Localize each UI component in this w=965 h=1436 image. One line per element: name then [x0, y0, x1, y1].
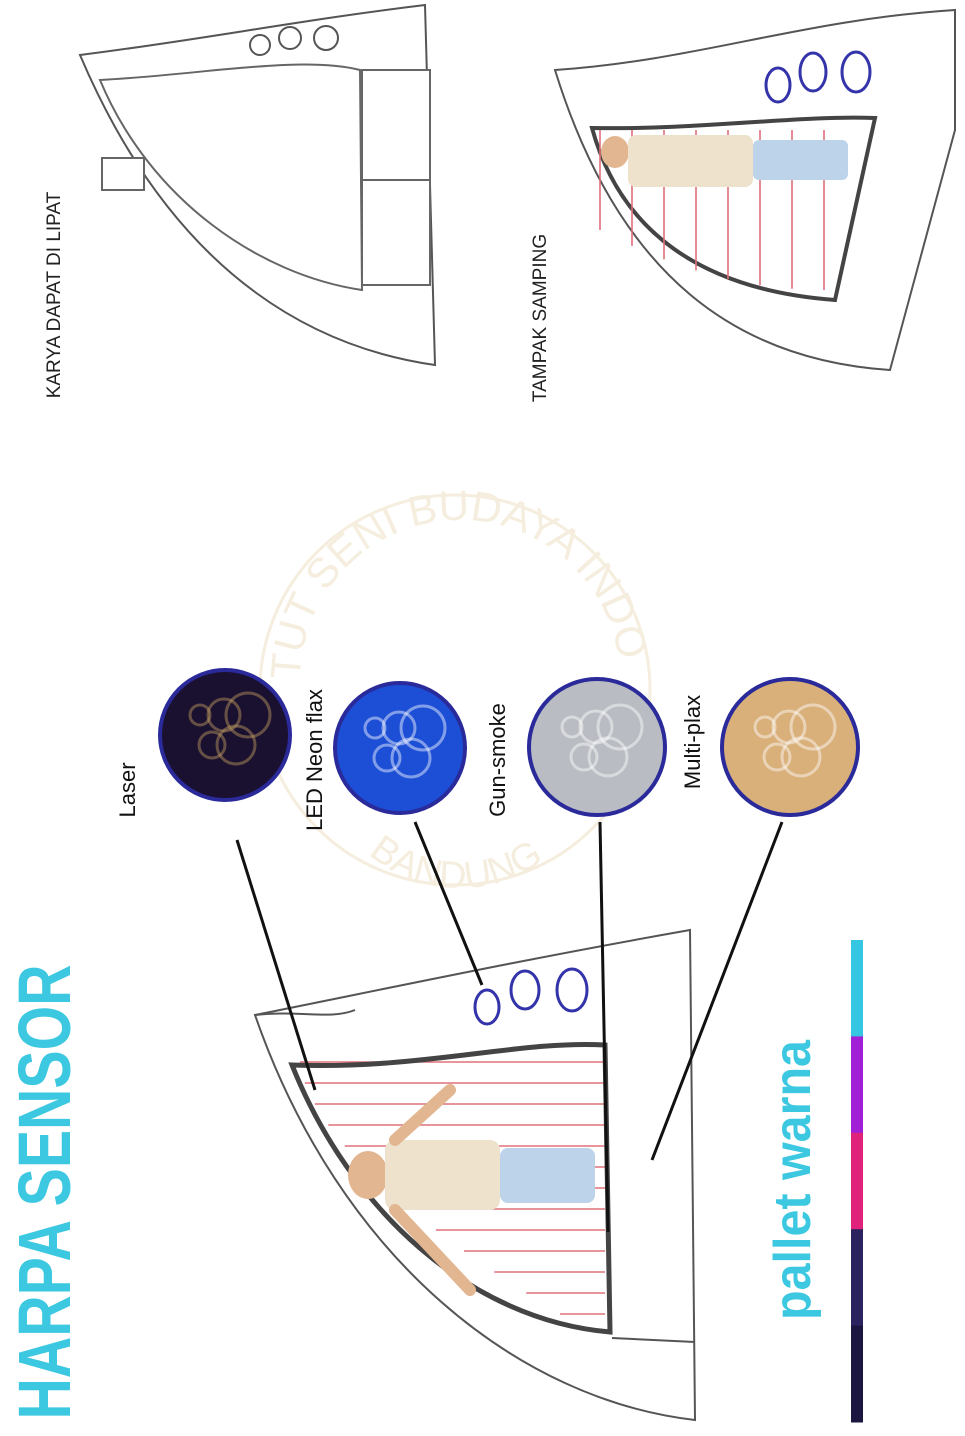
hole	[840, 50, 872, 94]
folded-block	[101, 157, 145, 191]
pointer	[413, 821, 484, 986]
torso	[385, 1140, 500, 1210]
material-image	[527, 677, 667, 817]
material-label: Multi-plax	[680, 695, 705, 789]
torso	[628, 135, 753, 187]
folded-frame	[98, 63, 364, 292]
legs	[500, 1148, 595, 1203]
view-side	[553, 8, 956, 372]
hole	[278, 26, 302, 50]
palette-swatch	[851, 1132, 863, 1230]
material-texture	[197, 730, 227, 760]
material-label: Gun-smoke	[485, 703, 510, 817]
hole	[249, 34, 271, 56]
palette-swatch	[851, 940, 863, 1037]
material-image	[158, 668, 292, 802]
material-label: LED Neon flax	[302, 689, 327, 831]
harp-main	[253, 928, 697, 1422]
harp-edge	[254, 1009, 356, 1016]
material-image	[333, 681, 467, 815]
materials: Laser LED Neon flax Gun-smoke Multi-plax	[115, 668, 860, 831]
material-label: Laser	[115, 762, 140, 817]
figure	[348, 1084, 595, 1296]
hole	[798, 51, 828, 93]
head	[348, 1151, 388, 1199]
palette-swatch	[851, 1036, 863, 1134]
title: HARPA SENSOR	[3, 965, 86, 1420]
head	[601, 136, 629, 168]
folded-body	[78, 3, 437, 367]
view-label: TAMPAK SAMPING	[530, 234, 551, 402]
material-texture	[560, 715, 584, 739]
material-texture	[587, 736, 629, 778]
hole	[555, 967, 589, 1013]
hole	[509, 969, 541, 1011]
material-texture	[224, 691, 272, 739]
watermark-bottom: BANDUNG	[363, 827, 549, 897]
hole	[473, 988, 501, 1026]
material-texture	[215, 724, 257, 766]
folded-panel	[361, 69, 431, 181]
material-texture	[372, 743, 402, 773]
view-folded	[78, 3, 437, 367]
view-label: KARYA DAPAT DI LIPAT	[44, 191, 65, 398]
palette	[851, 940, 863, 1423]
side-body	[553, 8, 956, 372]
hole	[313, 25, 339, 51]
material-texture	[206, 697, 242, 733]
material-image	[720, 677, 860, 817]
pointer	[598, 821, 610, 1233]
hole	[764, 66, 792, 104]
material-texture	[771, 709, 807, 745]
material-texture	[569, 742, 599, 772]
material-texture	[789, 703, 837, 751]
material-texture	[363, 716, 387, 740]
palette-swatch	[851, 1325, 863, 1423]
material-texture	[596, 703, 644, 751]
legs	[753, 140, 848, 180]
material-texture	[780, 736, 822, 778]
pointer	[235, 839, 317, 1091]
arms	[389, 1084, 476, 1296]
material-texture	[762, 742, 792, 772]
material-texture	[188, 703, 212, 727]
material-texture	[399, 704, 447, 752]
palette-title: pallet warna	[764, 1039, 822, 1320]
harp-base	[611, 1337, 696, 1343]
folded-panel	[361, 179, 431, 286]
pointer	[650, 821, 784, 1161]
palette-swatch	[851, 1229, 863, 1327]
material-texture	[753, 715, 777, 739]
material-texture	[381, 710, 417, 746]
material-texture	[578, 709, 614, 745]
watermark-top: TUT SENI BUDAYA INDO	[262, 482, 657, 681]
material-texture	[390, 737, 432, 779]
